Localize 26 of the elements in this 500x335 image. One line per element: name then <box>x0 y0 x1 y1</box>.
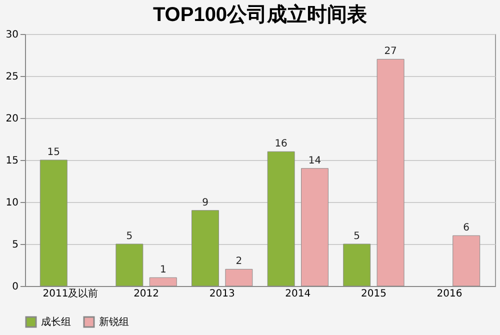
data-label: 5 <box>354 231 360 242</box>
data-label: 14 <box>308 155 322 166</box>
legend-label: 成长组 <box>41 316 71 328</box>
y-tick-label: 0 <box>12 282 18 292</box>
data-label: 6 <box>463 222 470 234</box>
y-tick-label: 20 <box>6 114 18 124</box>
data-label: 5 <box>126 231 133 242</box>
y-tick-label: 25 <box>6 72 18 82</box>
y-tick-label: 10 <box>6 198 18 208</box>
x-tick-label: 2011及以前 <box>42 288 98 300</box>
data-label: 27 <box>384 46 397 58</box>
legend-label: 新锐组 <box>99 316 129 328</box>
x-tick-label: 2012 <box>134 288 160 300</box>
chart-title: TOP100公司成立时间表 <box>152 3 368 26</box>
y-tick-label: 5 <box>12 240 18 250</box>
y-tick-label: 15 <box>6 156 18 166</box>
data-label: 2 <box>236 256 242 268</box>
data-label: 16 <box>274 138 288 150</box>
y-tick-label: 30 <box>6 30 18 40</box>
x-tick-label: 2013 <box>209 288 235 300</box>
data-label: 9 <box>202 197 208 208</box>
x-tick-label: 2014 <box>285 288 311 300</box>
x-tick-label: 2016 <box>436 288 462 300</box>
data-label: 1 <box>160 264 166 276</box>
data-label: 15 <box>47 147 60 158</box>
x-tick-label: 2015 <box>360 288 386 300</box>
